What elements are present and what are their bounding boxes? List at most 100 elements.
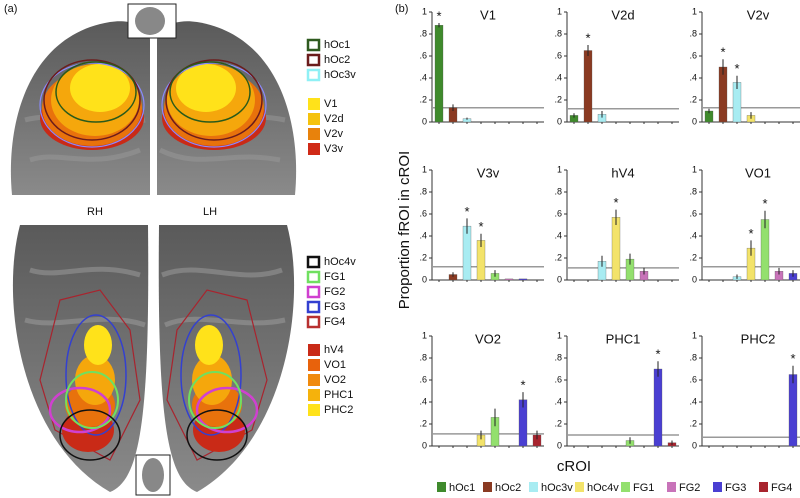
- y-tick-label: .2: [554, 252, 562, 262]
- chart-title: PHC1: [606, 331, 641, 346]
- y-tick-label: .4: [419, 396, 427, 406]
- bar: [504, 278, 514, 281]
- legend-swatch: [306, 300, 321, 314]
- legend-label: V2d: [324, 113, 344, 125]
- chart-title: PHC2: [741, 331, 776, 346]
- legend-swatch: [306, 68, 321, 82]
- y-tick-label: .8: [554, 28, 562, 38]
- legend-swatch: [306, 53, 321, 67]
- legend-label: FG4: [324, 316, 345, 328]
- bar: [788, 374, 798, 447]
- y-tick-label: 0: [557, 274, 562, 284]
- y-tick-label: .8: [419, 186, 427, 196]
- legend-label: FG3: [324, 301, 345, 313]
- legend-label: V1: [324, 98, 337, 110]
- y-tick-label: .8: [689, 352, 697, 362]
- y-tick-label: 0: [557, 440, 562, 450]
- x-axis-label: cROI: [557, 458, 591, 475]
- legend-swatch: [306, 38, 321, 52]
- y-tick-label: .8: [419, 28, 427, 38]
- legend-swatch: [713, 482, 722, 492]
- legend-swatch: [306, 270, 321, 284]
- legend-label: FG1: [633, 482, 654, 494]
- legend-label: hOc2: [324, 54, 350, 66]
- y-tick-label: .6: [419, 50, 427, 60]
- bar: [583, 50, 593, 123]
- y-tick-label: .6: [689, 50, 697, 60]
- y-tick-label: 0: [557, 116, 562, 126]
- y-tick-label: .6: [419, 374, 427, 384]
- legend-label: hOc4v: [324, 256, 356, 268]
- y-tick-label: 1: [557, 6, 562, 16]
- y-tick-label: .2: [689, 418, 697, 428]
- legend-swatch: [308, 113, 320, 125]
- y-tick-label: 0: [692, 440, 697, 450]
- hemisphere-label: LH: [203, 206, 217, 218]
- legend-swatch: [437, 482, 446, 492]
- bar: [462, 225, 472, 281]
- y-tick-label: .8: [689, 28, 697, 38]
- legend-swatch: [308, 374, 320, 386]
- y-tick-label: 1: [557, 164, 562, 174]
- legend-swatch: [621, 482, 630, 492]
- legend-swatch: [308, 389, 320, 401]
- bar: [518, 278, 528, 281]
- y-tick-label: .4: [554, 72, 562, 82]
- bar: [611, 217, 621, 281]
- legend-label: hOc2: [495, 482, 521, 494]
- significance-marker: *: [520, 378, 525, 393]
- y-tick-label: .8: [419, 352, 427, 362]
- legend-label: FG1: [324, 271, 345, 283]
- legend-swatch: [759, 482, 768, 492]
- chart-title: V2d: [611, 7, 634, 22]
- y-tick-label: .2: [554, 418, 562, 428]
- y-tick-label: .2: [554, 94, 562, 104]
- brain-top: [10, 3, 297, 195]
- bar: [653, 368, 663, 447]
- legend-label: FG2: [679, 482, 700, 494]
- y-tick-label: .6: [419, 208, 427, 218]
- y-tick-label: 1: [422, 164, 427, 174]
- y-tick-label: 1: [422, 6, 427, 16]
- y-tick-label: 0: [692, 274, 697, 284]
- significance-marker: *: [478, 219, 483, 234]
- legend-swatch: [529, 482, 538, 492]
- y-tick-label: .4: [554, 396, 562, 406]
- significance-marker: *: [436, 8, 441, 23]
- legend-label: V3v: [324, 143, 343, 155]
- y-tick-label: .4: [689, 230, 697, 240]
- panel-label: (b): [395, 3, 408, 15]
- legend-swatch: [306, 285, 321, 299]
- chart-title: V3v: [477, 165, 500, 180]
- y-tick-label: .4: [689, 72, 697, 82]
- legend-label: hV4: [324, 344, 344, 356]
- legend-label: hOc3v: [324, 69, 356, 81]
- y-tick-label: .6: [554, 50, 562, 60]
- significance-marker: *: [655, 347, 660, 362]
- significance-marker: *: [585, 30, 590, 45]
- significance-marker: *: [762, 196, 767, 211]
- hemisphere-label: RH: [87, 206, 103, 218]
- legend-swatch: [306, 315, 321, 329]
- chart-title: VO2: [475, 331, 501, 346]
- y-tick-label: 0: [422, 274, 427, 284]
- legend-label: hOc3v: [541, 482, 573, 494]
- y-tick-label: .2: [689, 94, 697, 104]
- legend-label: hOc4v: [587, 482, 619, 494]
- legend-label: PHC1: [324, 389, 353, 401]
- legend-swatch: [308, 143, 320, 155]
- y-tick-label: .6: [689, 374, 697, 384]
- significance-marker: *: [720, 45, 725, 60]
- y-tick-label: 1: [692, 330, 697, 340]
- bar: [760, 219, 770, 281]
- y-tick-label: 1: [557, 330, 562, 340]
- legend-label: PHC2: [324, 404, 353, 416]
- legend-swatch: [483, 482, 492, 492]
- chart-title: VO1: [745, 165, 771, 180]
- y-tick-label: .6: [554, 208, 562, 218]
- y-tick-label: .2: [689, 252, 697, 262]
- y-axis-label: Proportion fROI in cROI: [396, 151, 413, 309]
- significance-marker: *: [734, 61, 739, 76]
